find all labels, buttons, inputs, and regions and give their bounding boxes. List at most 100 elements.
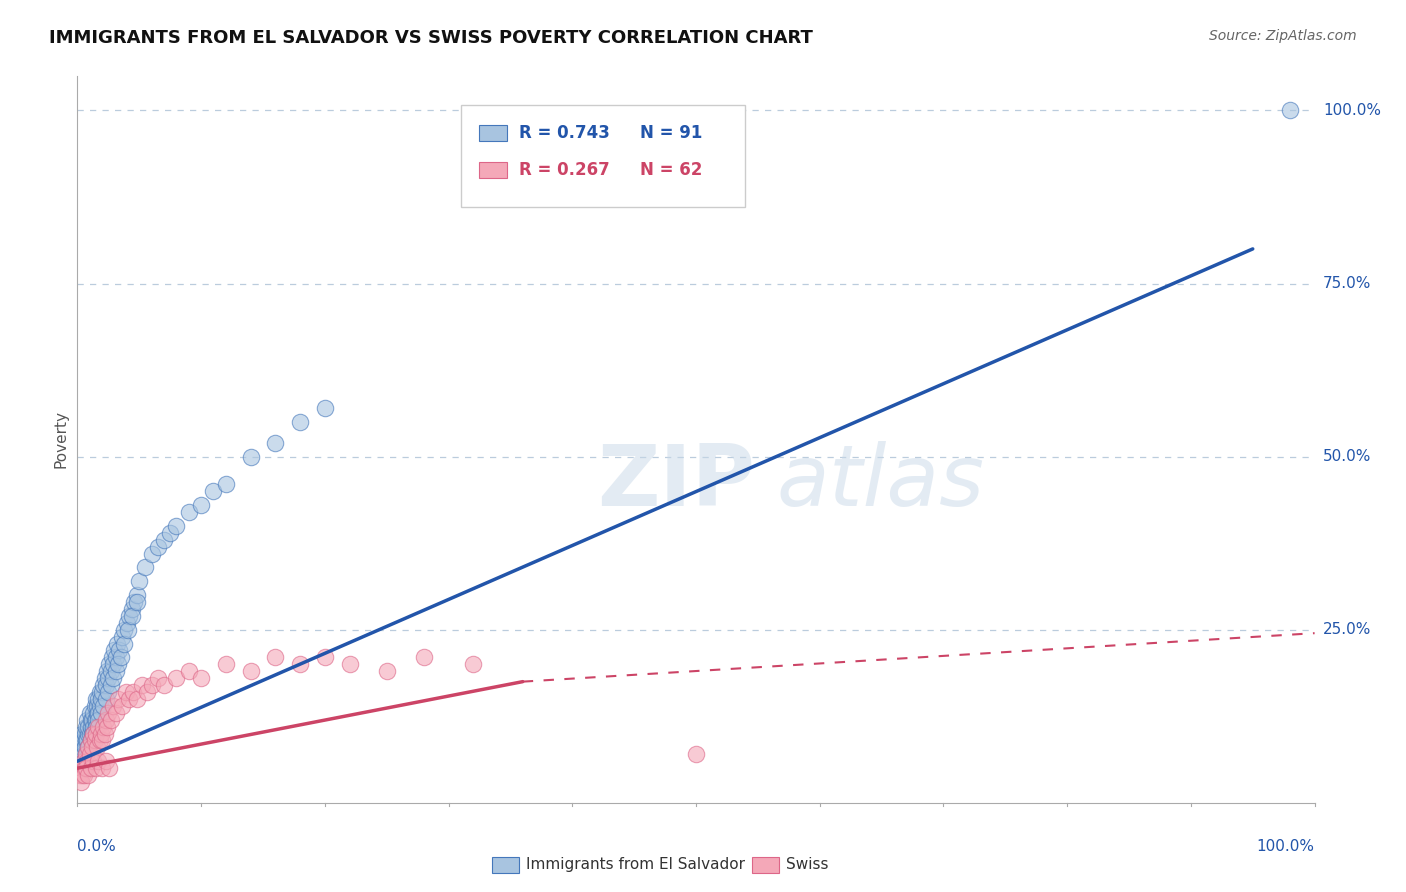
Point	[190, 671, 212, 685]
Point	[82, 754, 104, 768]
Text: 50.0%: 50.0%	[1323, 449, 1371, 464]
Point	[69, 747, 91, 762]
Point	[165, 671, 187, 685]
Point	[104, 650, 127, 665]
Point	[75, 747, 97, 762]
Point	[264, 650, 287, 665]
Bar	[479, 125, 506, 141]
Point	[153, 678, 176, 692]
Point	[100, 678, 122, 692]
Point	[121, 602, 143, 616]
Point	[96, 665, 118, 679]
Point	[165, 519, 187, 533]
Bar	[479, 162, 506, 178]
Point	[82, 720, 104, 734]
Point	[77, 740, 100, 755]
Point	[103, 671, 125, 685]
Point	[104, 706, 127, 720]
Point	[76, 713, 98, 727]
Point	[83, 733, 105, 747]
Point	[80, 761, 103, 775]
Point	[159, 525, 181, 540]
Point	[72, 740, 94, 755]
Point	[83, 698, 105, 713]
Point	[134, 560, 156, 574]
Point	[94, 678, 117, 692]
Point	[131, 678, 153, 692]
Point	[72, 726, 94, 740]
Text: 25.0%: 25.0%	[1323, 623, 1371, 637]
Point	[72, 768, 94, 782]
Point	[125, 595, 148, 609]
Point	[125, 588, 148, 602]
Point	[72, 768, 94, 782]
Point	[76, 733, 98, 747]
Point	[91, 698, 114, 713]
Point	[412, 650, 434, 665]
Point	[90, 692, 112, 706]
Point	[94, 713, 117, 727]
Text: 75.0%: 75.0%	[1323, 276, 1371, 291]
Point	[98, 761, 121, 775]
Point	[89, 698, 111, 713]
Text: R = 0.743: R = 0.743	[519, 123, 610, 142]
Point	[103, 698, 125, 713]
Point	[79, 726, 101, 740]
Point	[202, 484, 225, 499]
Point	[87, 706, 110, 720]
Point	[146, 540, 169, 554]
Point	[96, 720, 118, 734]
Point	[86, 698, 108, 713]
Point	[80, 720, 103, 734]
Point	[70, 761, 93, 775]
Point	[121, 608, 143, 623]
Point	[75, 733, 97, 747]
Point	[75, 720, 97, 734]
Point	[82, 726, 104, 740]
Point	[80, 733, 103, 747]
Point	[70, 733, 93, 747]
Point	[70, 775, 93, 789]
Point	[97, 706, 120, 720]
Point	[108, 643, 131, 657]
Point	[90, 706, 112, 720]
Point	[90, 726, 112, 740]
Point	[314, 650, 336, 665]
Point	[153, 533, 176, 547]
Point	[73, 726, 96, 740]
Point	[84, 692, 107, 706]
Text: N = 91: N = 91	[640, 123, 703, 142]
Point	[94, 692, 117, 706]
Text: Swiss: Swiss	[786, 857, 828, 872]
Point	[1278, 103, 1301, 118]
Point	[87, 713, 110, 727]
Point	[112, 623, 135, 637]
Point	[146, 671, 169, 685]
Point	[76, 754, 98, 768]
Point	[104, 665, 127, 679]
Point	[72, 747, 94, 762]
Point	[114, 685, 136, 699]
Point	[100, 665, 122, 679]
Point	[463, 657, 485, 672]
Point	[75, 747, 97, 762]
Text: 100.0%: 100.0%	[1323, 103, 1381, 118]
Point	[87, 720, 110, 734]
Point	[79, 706, 101, 720]
Point	[103, 657, 125, 672]
Point	[91, 733, 114, 747]
Point	[91, 678, 114, 692]
Point	[141, 547, 163, 561]
Point	[110, 650, 132, 665]
Point	[339, 657, 361, 672]
Text: ZIP: ZIP	[598, 442, 755, 524]
Point	[141, 678, 163, 692]
Point	[91, 720, 114, 734]
Point	[84, 761, 107, 775]
Point	[190, 498, 212, 512]
Point	[82, 740, 104, 755]
Y-axis label: Poverty: Poverty	[53, 410, 69, 468]
Point	[82, 726, 104, 740]
Point	[98, 657, 121, 672]
Point	[215, 657, 238, 672]
